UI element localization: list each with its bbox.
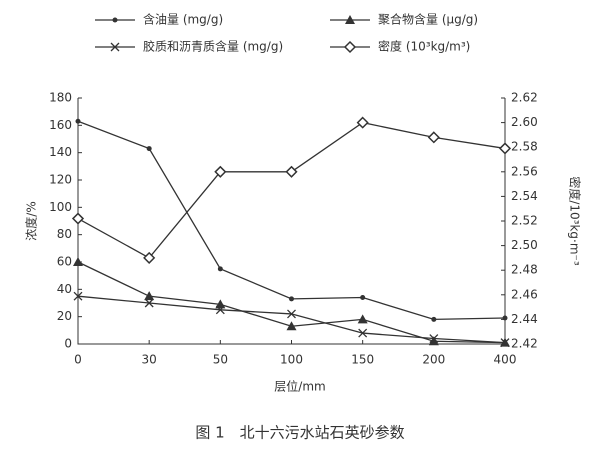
data-point bbox=[214, 165, 227, 178]
data-point bbox=[286, 321, 297, 331]
data-point bbox=[357, 314, 368, 324]
y2-tick-label: 2.46 bbox=[511, 287, 538, 301]
legend-label: 含油量 (mg/g) bbox=[143, 12, 223, 27]
y-tick-label: 140 bbox=[49, 145, 72, 159]
data-point bbox=[144, 298, 154, 308]
data-point bbox=[287, 309, 296, 319]
y-tick-label: 80 bbox=[57, 227, 72, 241]
axes bbox=[77, 98, 506, 345]
data-point bbox=[73, 257, 83, 266]
y2-tick-label: 2.50 bbox=[511, 238, 538, 252]
data-point bbox=[71, 212, 85, 225]
legend-label: 聚合物含量 (μg/g) bbox=[378, 12, 478, 27]
y-tick-label: 160 bbox=[49, 118, 72, 132]
y2-tick-label: 2.48 bbox=[511, 263, 538, 277]
y-tick-label: 60 bbox=[57, 255, 72, 269]
x-tick-label: 100 bbox=[280, 353, 303, 367]
x-tick-label: 30 bbox=[142, 353, 157, 367]
data-point bbox=[358, 328, 368, 338]
caption: 图 1 北十六污水站石英砂参数 bbox=[195, 424, 404, 442]
legend-marker bbox=[112, 17, 118, 23]
y-tick-label: 0 bbox=[64, 337, 72, 351]
data-point bbox=[289, 296, 294, 302]
y2-tick-label: 2.52 bbox=[511, 214, 538, 228]
y2-tick-label: 2.60 bbox=[511, 115, 538, 129]
data-point bbox=[498, 142, 512, 155]
y-tick-label: 100 bbox=[49, 200, 72, 214]
data-point bbox=[429, 334, 439, 343]
y2-tick-label: 2.62 bbox=[511, 91, 538, 105]
y-tick-label: 20 bbox=[57, 309, 72, 323]
data-point bbox=[360, 295, 366, 301]
data-point bbox=[217, 266, 223, 272]
y-axis-label: 浓度/% bbox=[24, 201, 39, 240]
legend-label: 密度 (10³kg/m³) bbox=[378, 39, 470, 54]
y2-tick-label: 2.58 bbox=[511, 140, 538, 154]
data-point bbox=[431, 316, 437, 322]
y2-tick-label: 2.44 bbox=[511, 312, 538, 326]
y-tick-label: 40 bbox=[57, 282, 72, 296]
data-point bbox=[144, 291, 155, 301]
data-point bbox=[502, 315, 508, 321]
y-tick-label: 180 bbox=[49, 91, 72, 105]
data-point bbox=[143, 251, 156, 264]
data-point bbox=[215, 299, 226, 309]
x-tick-label: 150 bbox=[351, 353, 374, 367]
series-line bbox=[77, 120, 506, 321]
data-point bbox=[215, 305, 225, 315]
y2-axis-label: 密度/10³kg·m⁻³ bbox=[568, 176, 583, 266]
y-tick-label: 120 bbox=[49, 173, 72, 187]
data-point bbox=[500, 338, 510, 348]
data-point bbox=[146, 146, 152, 152]
data-point bbox=[428, 336, 439, 346]
x-tick-label: 200 bbox=[422, 353, 445, 367]
x-axis-label: 层位/mm bbox=[274, 379, 325, 394]
legend-marker bbox=[110, 42, 120, 52]
legend-marker bbox=[345, 15, 355, 24]
legend-label: 胶质和沥青质含量 (mg/g) bbox=[143, 39, 283, 54]
data-point bbox=[427, 131, 440, 144]
y2-tick-label: 2.42 bbox=[511, 337, 538, 351]
data-point bbox=[73, 291, 83, 301]
data-point bbox=[75, 118, 81, 124]
legend-marker bbox=[343, 40, 357, 54]
data-point bbox=[356, 116, 369, 129]
data-point bbox=[285, 165, 298, 178]
series-line bbox=[77, 121, 506, 259]
y2-tick-label: 2.56 bbox=[511, 164, 538, 178]
x-tick-label: 400 bbox=[494, 353, 517, 367]
x-tick-label: 50 bbox=[213, 353, 228, 367]
x-tick-label: 0 bbox=[74, 353, 82, 367]
y2-tick-label: 2.54 bbox=[511, 189, 538, 203]
